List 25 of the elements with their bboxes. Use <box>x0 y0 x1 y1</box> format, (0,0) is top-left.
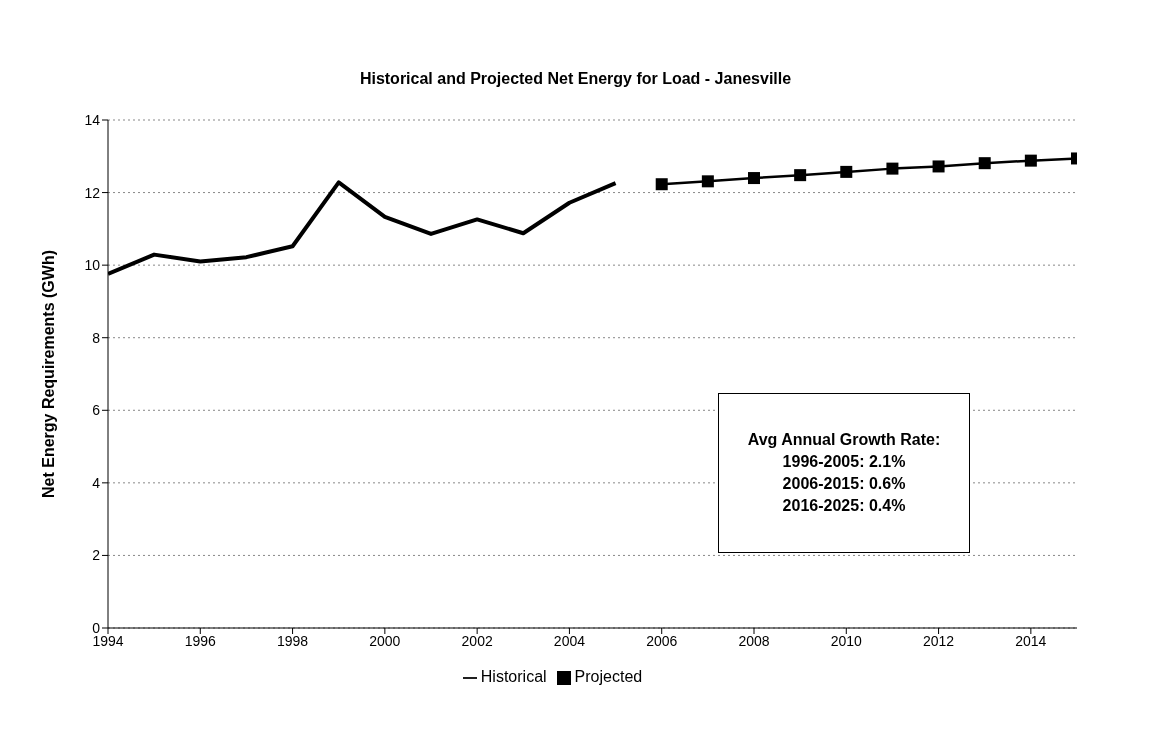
annotation: 1996-2005: 2.1% <box>781 452 907 472</box>
y-axis-title: Net Energy Requirements (GWh) <box>39 249 57 499</box>
y-tick-label: 2 <box>92 547 101 564</box>
chart-title: Historical and Projected Net Energy for Load - Janesville <box>358 70 793 88</box>
legend-label: Projected <box>574 668 643 685</box>
annotation: Avg Annual Growth Rate: <box>746 430 942 450</box>
y-tick-label: 12 <box>84 184 101 201</box>
y-tick-label: 6 <box>92 402 101 419</box>
annotation: 2006-2015: 0.6% <box>781 474 907 494</box>
x-tick-label: 2008 <box>738 632 770 649</box>
x-tick-label: 2004 <box>553 632 586 649</box>
y-tick-label: 4 <box>92 474 101 491</box>
x-tick-label: 2014 <box>1015 632 1047 649</box>
x-tick-label: 1996 <box>184 632 217 649</box>
x-tick-label: 2000 <box>369 632 401 649</box>
x-tick-label: 2006 <box>646 632 678 649</box>
y-tick-label: 8 <box>92 329 101 346</box>
legend-label: Historical <box>480 668 547 685</box>
x-tick-label: 2010 <box>830 632 863 649</box>
x-tick-label: 2012 <box>922 632 955 649</box>
y-tick-label: 14 <box>84 111 101 128</box>
x-tick-label: 2002 <box>461 632 493 649</box>
y-tick-label: 10 <box>84 257 101 274</box>
x-tick-label: 1998 <box>276 632 309 649</box>
annotation: 2016-2025: 0.4% <box>781 496 907 516</box>
